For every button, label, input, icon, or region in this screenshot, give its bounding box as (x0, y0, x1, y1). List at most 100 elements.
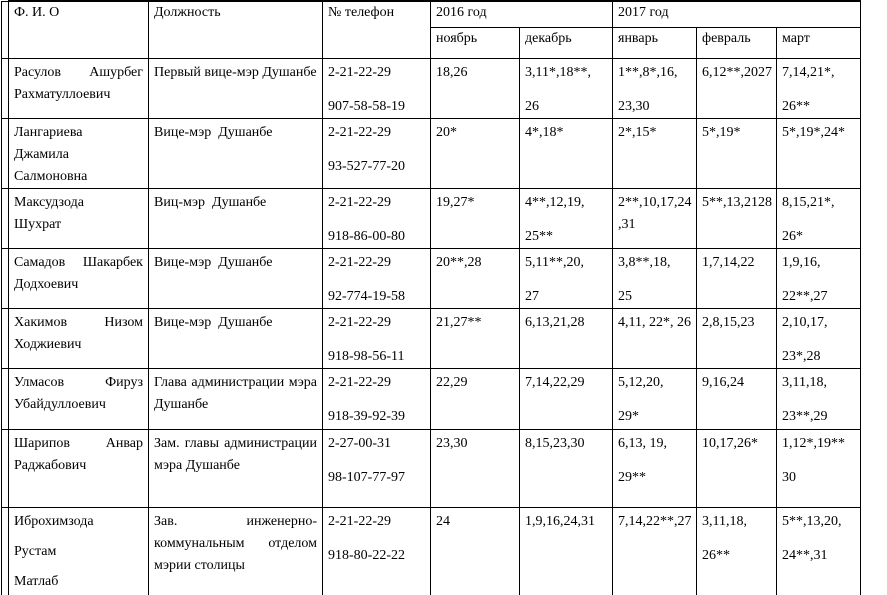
paragraph: 2-21-22-29 (328, 374, 391, 390)
cell-person-position: Виц-мэр Душанбе (148, 187, 323, 249)
cell-days-february: 5**,13,2128 (696, 187, 777, 249)
paragraph: 918-80-22-22 (328, 547, 405, 563)
table-row: Шарипов Анвар Раджабович Зам. главы администр… (1, 428, 862, 508)
cell-person-name: Расулов Ашурбег Рахматуллоевич (8, 57, 149, 119)
cell-days-january: 2*,15* (612, 117, 697, 189)
cell-days-january: 7,14,22**,27 (612, 506, 697, 595)
paragraph: Рустам (14, 543, 57, 559)
paragraph: 18,26 (436, 64, 468, 80)
paragraph: 23,30 (618, 98, 650, 114)
paragraph: Хакимов Низом Ходжиевич (14, 314, 143, 352)
cell-person-position: Вице-мэр Душанбе (148, 307, 323, 369)
left-margin-cell (1, 0, 9, 59)
table-row: Самадов Шакарбек Додхоевич Вице-мэр Душанбе… (1, 247, 862, 309)
paragraph: 7,14,21*, (782, 64, 835, 80)
cell-days-february: 10,17,26* (696, 428, 777, 508)
table-row: Улмасов Фируз Убайдуллоевич Глава администра… (1, 367, 862, 430)
cell-person-position: Зав. инженерно-коммунальным отделом мэрии с… (148, 506, 323, 595)
cell-person-name: Шарипов Анвар Раджабович (8, 428, 149, 508)
cell-days-january: 2**,10,17,24,31 (612, 187, 697, 249)
cell-person-name: Иброхимзода Рустам Матлаб (8, 506, 149, 595)
col-header-december: декабрь (519, 26, 613, 59)
paragraph: Зам. главы администрации мэра Душанбе (154, 435, 317, 473)
paragraph: 6,12**,2027 (702, 64, 772, 80)
cell-days-march: 7,14,21*, 26** (775, 57, 862, 119)
paragraph: 2**,10,17,24,31 (618, 194, 692, 232)
cell-days-march: 2,10,17, 23*,28 (775, 307, 862, 369)
col-header-november: ноябрь (430, 26, 520, 59)
cell-days-november: 24 (430, 506, 520, 595)
paragraph: 19,27* (436, 194, 475, 210)
paragraph: 23,30 (436, 435, 468, 451)
col-header-phone: № телефон (322, 0, 431, 59)
paragraph: 30 (782, 469, 796, 485)
paragraph: 3,8**,18, (618, 254, 671, 270)
cell-days-december: 1,9,16,24,31 (519, 506, 613, 595)
paragraph: 22**,27 (782, 288, 828, 304)
cell-days-november: 23,30 (430, 428, 520, 508)
cell-days-march: 3,11,18, 23**,29 (775, 367, 862, 430)
paragraph: 8,15,21*, (782, 194, 835, 210)
cell-person-phones: 2-21-22-29 918-80-22-22 (322, 506, 431, 595)
paragraph: Максудзода Шухрат (14, 194, 84, 232)
paragraph: 2-21-22-29 (328, 314, 391, 330)
left-margin-cell (1, 247, 9, 309)
cell-days-november: 20**,28 (430, 247, 520, 309)
col-header-fio: Ф. И. О (8, 0, 149, 59)
cell-days-december: 3,11*,18**, 26 (519, 57, 613, 119)
paragraph: 20* (436, 124, 457, 140)
paragraph: 92-774-19-58 (328, 288, 405, 304)
cell-person-name: Лангариева Джамила Салмоновна (8, 117, 149, 189)
col-header-position: Должность (148, 0, 323, 59)
cell-person-phones: 2-21-22-29 918-98-56-11 (322, 307, 431, 369)
col-header-year-2017: 2017 год (611, 0, 862, 28)
paragraph: 26 (525, 98, 539, 114)
paragraph: 5**,13,20, (782, 513, 842, 529)
cell-days-february: 6,12**,2027 (696, 57, 777, 119)
cell-days-november: 20* (430, 117, 520, 189)
paragraph: Расулов Ашурбег Рахматуллоевич (14, 64, 143, 102)
cell-person-phones: 2-21-22-29 92-774-19-58 (322, 247, 431, 309)
paragraph: 5,11**,20, (525, 254, 584, 270)
cell-person-name: Самадов Шакарбек Додхоевич (8, 247, 149, 309)
table-header: Ф. И. О Должность № телефон 2016 год 201… (1, 0, 862, 59)
paragraph: 907-58-58-19 (328, 98, 405, 114)
paragraph: Первый вице-мэр Душанбе (154, 64, 317, 80)
cell-days-december: 5,11**,20, 27 (519, 247, 613, 309)
paragraph: Самадов Шакарбек Додхоевич (14, 254, 143, 292)
cell-person-phones: 2-21-22-29 93-527-77-20 (322, 117, 431, 189)
paragraph: 24**,31 (782, 547, 828, 563)
cell-days-december: 4**,12,19, 25** (519, 187, 613, 249)
cell-days-february: 3,11,18, 26** (696, 506, 777, 595)
paragraph: 4**,12,19, (525, 194, 585, 210)
paragraph: 9,16,24 (702, 374, 744, 390)
cell-days-january: 6,13, 19, 29** (612, 428, 697, 508)
paragraph: 7,14,22,29 (525, 374, 585, 390)
paragraph: 23**,29 (782, 408, 828, 424)
col-header-january: январь (612, 26, 697, 59)
cell-person-name: Максудзода Шухрат (8, 187, 149, 249)
left-margin-cell (1, 187, 9, 249)
cell-days-november: 21,27** (430, 307, 520, 369)
paragraph: 7,14,22**,27 (618, 513, 692, 529)
cell-days-december: 4*,18* (519, 117, 613, 189)
paragraph: Виц-мэр Душанбе (154, 194, 267, 210)
paragraph: 26** (702, 547, 730, 563)
table-row: Расулов Ашурбег Рахматуллоевич Первый вице-… (1, 57, 862, 119)
paragraph: 10,17,26* (702, 435, 758, 451)
cell-person-name: Улмасов Фируз Убайдуллоевич (8, 367, 149, 430)
paragraph: Улмасов Фируз Убайдуллоевич (14, 374, 143, 412)
paragraph: 29* (618, 408, 639, 424)
cell-person-phones: 2-21-22-29 907-58-58-19 (322, 57, 431, 119)
paragraph: 93-527-77-20 (328, 158, 405, 174)
table-row: Максудзода Шухрат Виц-мэр Душанбе 2-21-22-2… (1, 187, 862, 249)
paragraph: 2-21-22-29 (328, 513, 391, 529)
paragraph: 6,13, 19, (618, 435, 667, 451)
cell-days-november: 18,26 (430, 57, 520, 119)
paragraph: Зав. инженерно-коммунальным отделом мэрии с… (154, 513, 317, 573)
paragraph: 1,9,16,24,31 (525, 513, 595, 529)
table-row: Иброхимзода Рустам Матлаб Зав. инженерно-ком… (1, 506, 862, 595)
paragraph: 25** (525, 228, 553, 244)
paragraph: 2-21-22-29 (328, 194, 391, 210)
